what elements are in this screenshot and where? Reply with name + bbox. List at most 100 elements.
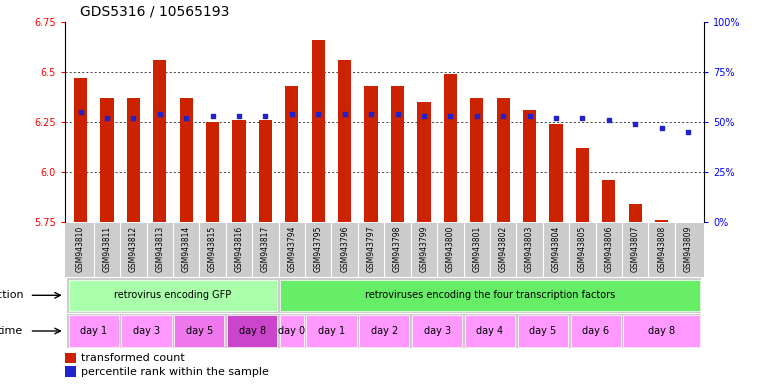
Bar	[68, 316, 119, 346]
Point	[286, 111, 298, 117]
Bar	[655, 220, 668, 222]
Bar	[206, 122, 219, 222]
Text: day 8: day 8	[648, 326, 675, 336]
Text: day 4: day 4	[476, 326, 504, 336]
Text: GSM943811: GSM943811	[103, 226, 111, 272]
Bar	[391, 86, 404, 222]
Point	[339, 111, 351, 117]
Text: day 3: day 3	[424, 326, 451, 336]
Point	[524, 113, 536, 119]
Text: GSM943806: GSM943806	[604, 226, 613, 272]
Text: retrovirus encoding GFP: retrovirus encoding GFP	[114, 290, 231, 300]
Bar	[549, 124, 562, 222]
Bar	[444, 74, 457, 222]
Point	[550, 115, 562, 121]
Text: GSM943795: GSM943795	[314, 226, 323, 272]
Text: day 2: day 2	[371, 326, 398, 336]
Bar	[465, 316, 515, 346]
Point	[127, 115, 139, 121]
Text: GSM943817: GSM943817	[261, 226, 270, 272]
Text: time: time	[0, 326, 23, 336]
Bar	[497, 98, 510, 222]
Point	[180, 115, 193, 121]
Bar	[285, 86, 298, 222]
Point	[682, 129, 694, 135]
Bar	[122, 316, 172, 346]
Text: GSM943807: GSM943807	[631, 226, 640, 272]
Point	[365, 111, 377, 117]
Point	[444, 113, 457, 119]
Bar	[359, 316, 409, 346]
Bar	[365, 86, 377, 222]
Text: GSM943815: GSM943815	[208, 226, 217, 272]
Point	[418, 113, 430, 119]
Text: GSM943805: GSM943805	[578, 226, 587, 272]
Bar	[174, 316, 224, 346]
Text: GSM943799: GSM943799	[419, 226, 428, 272]
Bar	[338, 60, 352, 222]
Text: GSM943810: GSM943810	[76, 226, 85, 272]
Point	[154, 111, 166, 117]
Bar	[100, 98, 113, 222]
Text: day 8: day 8	[239, 326, 266, 336]
Bar	[312, 40, 325, 222]
Bar	[470, 98, 483, 222]
Point	[101, 115, 113, 121]
Text: GSM943801: GSM943801	[473, 226, 481, 272]
Point	[655, 125, 667, 131]
Bar	[280, 316, 304, 346]
Bar	[571, 316, 621, 346]
Bar	[623, 316, 700, 346]
Point	[312, 111, 324, 117]
Point	[206, 113, 218, 119]
Point	[233, 113, 245, 119]
Point	[75, 109, 87, 115]
Bar	[65, 366, 76, 377]
Bar	[629, 204, 642, 222]
Bar	[232, 120, 246, 222]
Text: day 5: day 5	[186, 326, 213, 336]
Text: GSM943796: GSM943796	[340, 226, 349, 272]
Point	[629, 121, 642, 127]
Bar	[307, 316, 357, 346]
Text: GSM943798: GSM943798	[393, 226, 402, 272]
Text: GSM943804: GSM943804	[552, 226, 561, 272]
Text: day 3: day 3	[133, 326, 160, 336]
Text: GSM943813: GSM943813	[155, 226, 164, 272]
Bar	[68, 280, 277, 311]
Bar	[153, 60, 167, 222]
Text: GSM943809: GSM943809	[683, 226, 693, 272]
Bar	[523, 110, 537, 222]
Text: infection: infection	[0, 290, 23, 300]
Text: GSM943812: GSM943812	[129, 226, 138, 272]
Bar	[417, 102, 431, 222]
Bar	[602, 180, 616, 222]
Text: percentile rank within the sample: percentile rank within the sample	[81, 367, 269, 377]
Text: day 0: day 0	[279, 326, 305, 336]
Point	[470, 113, 482, 119]
Bar	[259, 120, 272, 222]
Text: GSM943800: GSM943800	[446, 226, 455, 272]
Text: retroviruses encoding the four transcription factors: retroviruses encoding the four transcrip…	[365, 290, 615, 300]
Text: GSM943816: GSM943816	[234, 226, 244, 272]
Text: GSM943808: GSM943808	[658, 226, 666, 272]
Bar	[681, 222, 695, 226]
Bar	[227, 316, 277, 346]
Point	[576, 115, 588, 121]
Bar	[65, 353, 76, 363]
Text: GSM943794: GSM943794	[288, 226, 296, 272]
Text: day 5: day 5	[529, 326, 556, 336]
Bar	[74, 78, 88, 222]
Text: GSM943803: GSM943803	[525, 226, 534, 272]
Text: day 1: day 1	[80, 326, 107, 336]
Text: GSM943814: GSM943814	[182, 226, 191, 272]
Bar	[127, 98, 140, 222]
Text: transformed count: transformed count	[81, 353, 184, 363]
Text: day 1: day 1	[318, 326, 345, 336]
Bar	[517, 316, 568, 346]
Point	[391, 111, 403, 117]
Bar	[412, 316, 462, 346]
Point	[497, 113, 509, 119]
Point	[603, 117, 615, 123]
Bar	[180, 98, 193, 222]
